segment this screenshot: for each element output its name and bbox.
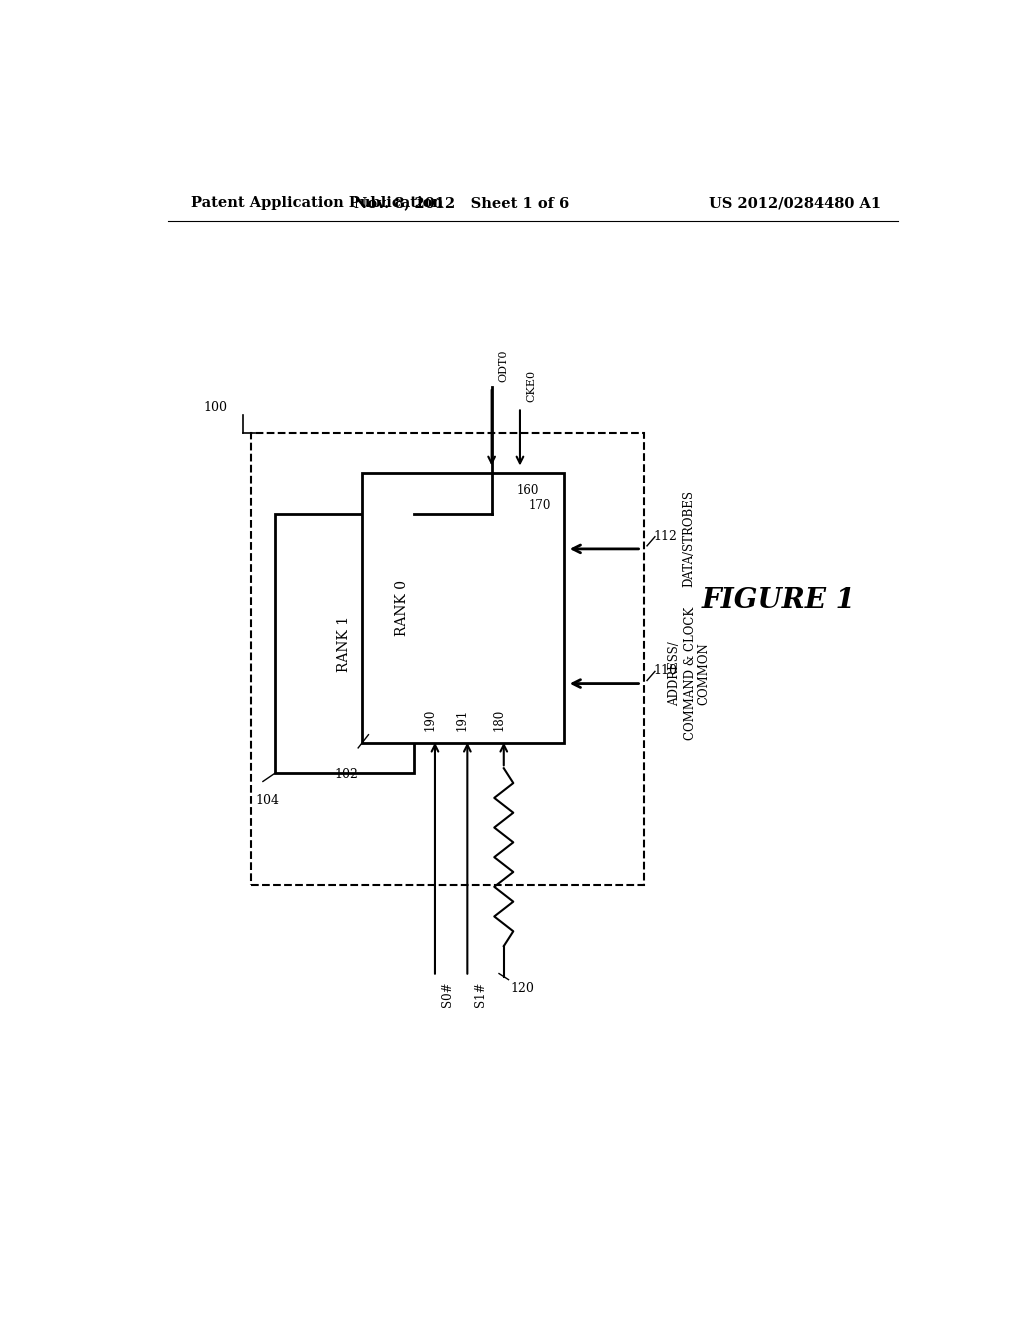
Text: COMMON: COMMON (697, 642, 711, 705)
Text: RANK 1: RANK 1 (337, 615, 351, 672)
Bar (274, 515, 414, 774)
Text: 104: 104 (255, 793, 279, 807)
Bar (251, 433, 644, 886)
Text: S1#: S1# (474, 982, 486, 1007)
Text: 191: 191 (456, 709, 469, 731)
Text: ADDRESS/: ADDRESS/ (668, 642, 681, 706)
Text: 180: 180 (493, 709, 506, 731)
Text: COMMAND & CLOCK: COMMAND & CLOCK (684, 607, 696, 741)
Text: 100: 100 (203, 401, 227, 414)
Text: ODT0: ODT0 (498, 350, 508, 381)
Text: 110: 110 (653, 664, 677, 677)
Text: Nov. 8, 2012   Sheet 1 of 6: Nov. 8, 2012 Sheet 1 of 6 (353, 197, 569, 210)
Text: 112: 112 (653, 529, 677, 543)
Text: FIGURE 1: FIGURE 1 (701, 587, 856, 614)
Text: 160: 160 (517, 483, 540, 496)
Text: S0#: S0# (441, 982, 455, 1007)
Text: RANK 0: RANK 0 (395, 581, 409, 636)
Text: Patent Application Publication: Patent Application Publication (191, 197, 443, 210)
Text: US 2012/0284480 A1: US 2012/0284480 A1 (709, 197, 881, 210)
Text: DATA/STROBES: DATA/STROBES (682, 490, 695, 587)
Text: 170: 170 (528, 499, 551, 512)
Bar (362, 474, 564, 743)
Text: 190: 190 (424, 709, 436, 731)
Text: CKE0: CKE0 (526, 370, 537, 403)
Text: 102: 102 (334, 768, 358, 781)
Text: 120: 120 (510, 982, 534, 995)
